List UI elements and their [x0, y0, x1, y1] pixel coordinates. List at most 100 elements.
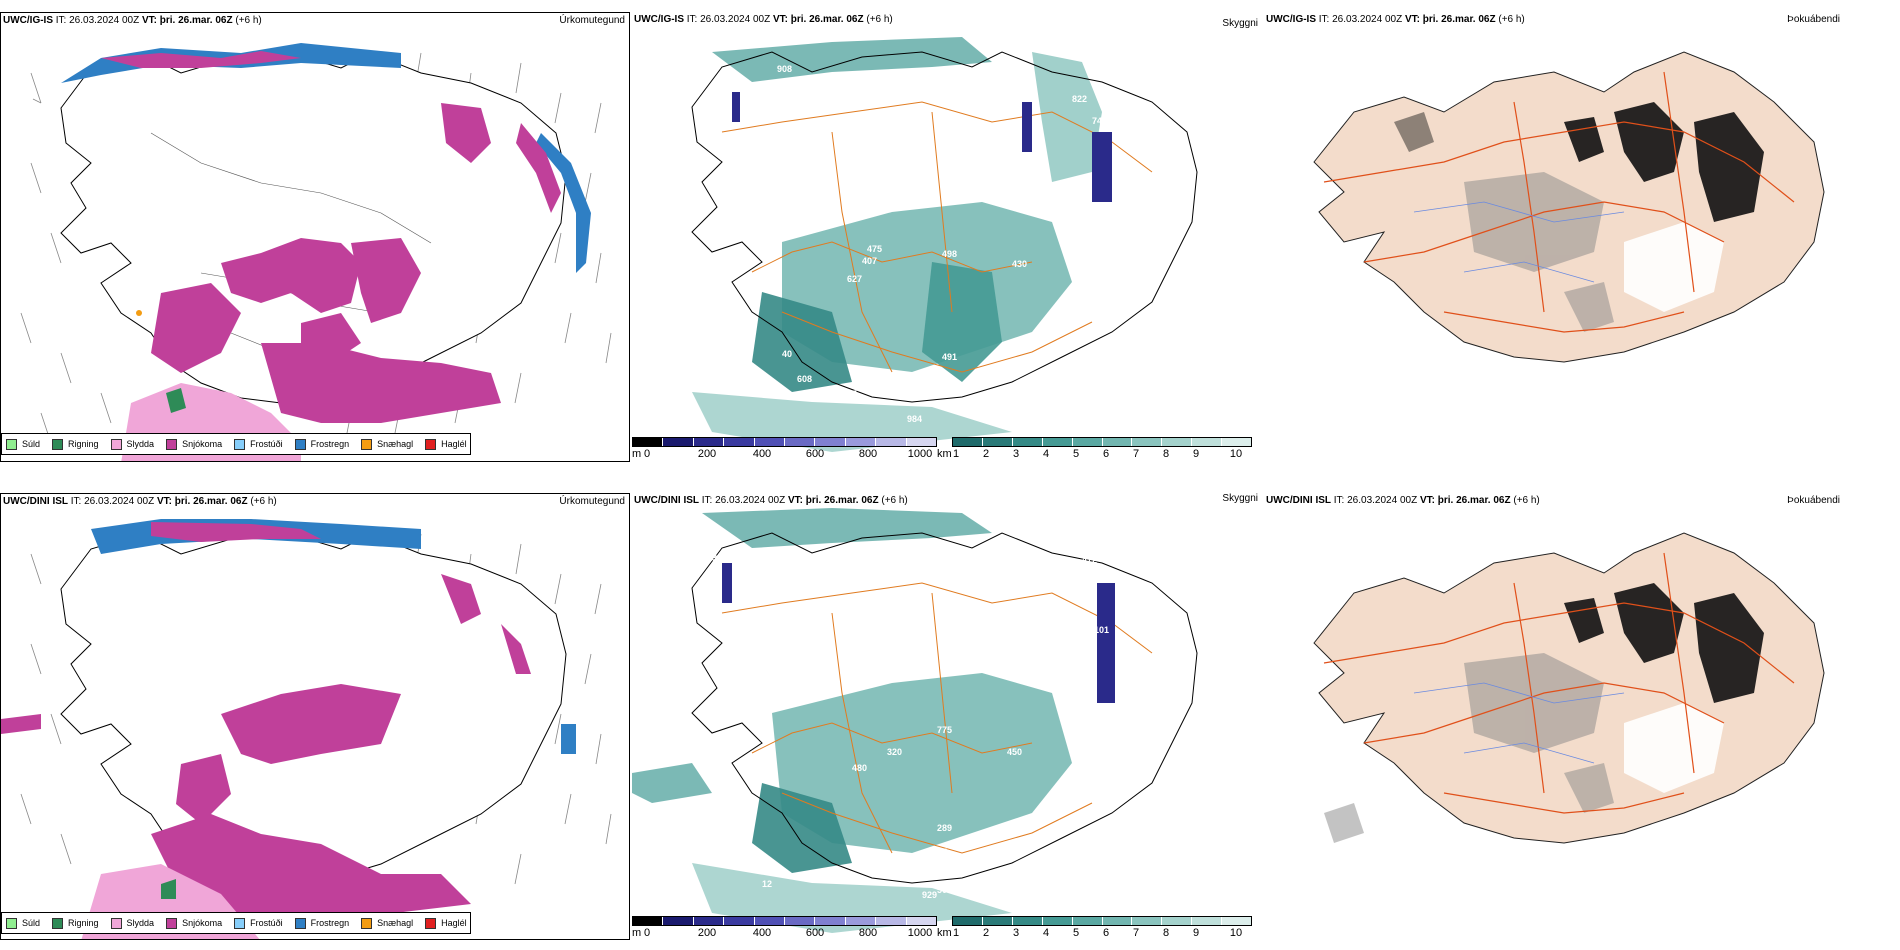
- height-colorbar: [632, 916, 937, 926]
- svg-text:775: 775: [937, 725, 952, 735]
- legend-item: Frostúði: [234, 917, 283, 929]
- visibility-panel-row2: UWC/DINI ISL IT: 26.03.2024 00Z VT: þri.…: [632, 493, 1262, 940]
- panel-header: UWC/IG-IS IT: 26.03.2024 00Z VT: þri. 26…: [1266, 14, 1525, 25]
- height-ticks: 0 200 400 600 800 1000: [643, 448, 933, 460]
- svg-text:40: 40: [782, 349, 792, 359]
- panel-header: UWC/DINI ISL IT: 26.03.2024 00Z VT: þri.…: [1266, 495, 1540, 506]
- svg-text:139: 139: [707, 553, 722, 563]
- panel-title: Þokuábendi: [1787, 14, 1840, 25]
- svg-text:344: 344: [1122, 104, 1137, 114]
- swatch: [234, 917, 246, 929]
- fog-panel-row2: UWC/DINI ISL IT: 26.03.2024 00Z VT: þri.…: [1264, 493, 1900, 940]
- legend-item: Súld: [6, 438, 40, 450]
- legend-item: Slydda: [110, 438, 154, 450]
- legend-item: Frostregn: [294, 917, 349, 929]
- swatch: [166, 438, 178, 450]
- legend-item: Haglél: [425, 917, 467, 929]
- panel-title: Úrkomutegund: [559, 496, 625, 507]
- distance-colorbar: [952, 916, 1252, 926]
- svg-text:498: 498: [942, 249, 957, 259]
- precip-map: [20, 43, 612, 461]
- swatch: [425, 917, 437, 929]
- svg-text:285: 285: [1172, 657, 1187, 667]
- swatch: [361, 917, 373, 929]
- legend-item: Rigning: [52, 438, 99, 450]
- svg-text:627: 627: [847, 274, 862, 284]
- svg-text:715: 715: [1102, 104, 1117, 114]
- visibility-panel-row1: UWC/IG-IS IT: 26.03.2024 00Z VT: þri. 26…: [632, 12, 1262, 462]
- svg-text:500: 500: [927, 382, 942, 392]
- legend-item: Haglél: [425, 438, 467, 450]
- swatch: [294, 917, 306, 929]
- swatch: [361, 438, 373, 450]
- legend-item: Snæhagl: [361, 917, 413, 929]
- panel-title: Þokuábendi: [1787, 495, 1840, 506]
- panel-title: Úrkomutegund: [559, 15, 625, 26]
- height-ticks: 0 200 400 600 800 1000: [643, 927, 933, 939]
- svg-text:908: 908: [777, 64, 792, 74]
- svg-text:407: 407: [862, 256, 877, 266]
- svg-text:430: 430: [1012, 259, 1027, 269]
- height-unit: m: [632, 927, 642, 939]
- panel-header: UWC/IG-IS IT: 26.03.2024 00Z VT: þri. 26…: [3, 15, 262, 26]
- swatch: [6, 917, 17, 929]
- svg-text:472: 472: [1082, 555, 1097, 565]
- svg-text:450: 450: [1007, 747, 1022, 757]
- svg-text:984: 984: [907, 414, 922, 424]
- panel-header: UWC/IG-IS IT: 26.03.2024 00Z VT: þri. 26…: [634, 14, 893, 25]
- swatch: [52, 917, 64, 929]
- swatch: [110, 917, 122, 929]
- distance-unit: km: [937, 448, 952, 460]
- precip-panel-row2: UWC/DINI ISL IT: 26.03.2024 00Z VT: þri.…: [0, 493, 630, 940]
- swatch: [294, 438, 306, 450]
- distance-colorbar: [952, 437, 1252, 447]
- swatch: [166, 917, 178, 929]
- svg-text:12: 12: [762, 879, 772, 889]
- precip-legend: Súld Rigning Slydda Snjókoma Frostúði Fr…: [1, 433, 471, 455]
- swatch: [52, 438, 64, 450]
- svg-text:564: 564: [1057, 797, 1072, 807]
- distance-unit: km: [937, 927, 952, 939]
- legend-item: Slydda: [110, 917, 154, 929]
- legend-item: Frostregn: [294, 438, 349, 450]
- fog-map: [1313, 532, 1825, 844]
- legend-item: Súld: [6, 917, 40, 929]
- legend-item: Rigning: [52, 917, 99, 929]
- legend-item: Snjókoma: [166, 917, 222, 929]
- svg-text:480: 480: [852, 763, 867, 773]
- svg-text:740: 740: [1092, 116, 1107, 126]
- height-colorbar: [632, 437, 937, 447]
- swatch: [425, 438, 437, 450]
- height-unit: m: [632, 448, 642, 460]
- swatch: [6, 438, 17, 450]
- precip-map: [1, 519, 612, 939]
- svg-text:608: 608: [797, 374, 812, 384]
- svg-text:929: 929: [922, 890, 937, 900]
- svg-text:822: 822: [1072, 94, 1087, 104]
- svg-text:315: 315: [842, 389, 857, 399]
- distance-ticks: 1 2 3 4 5 6 7 8 9 10: [952, 927, 1243, 939]
- panel-title: Skyggni: [1222, 493, 1258, 504]
- swatch: [110, 438, 122, 450]
- precip-panel-row1: UWC/IG-IS IT: 26.03.2024 00Z VT: þri. 26…: [0, 12, 630, 462]
- visibility-map: 822 715 740 344 617 908 475 407 498 627 …: [691, 37, 1198, 452]
- svg-text:289: 289: [937, 823, 952, 833]
- svg-text:320: 320: [887, 747, 902, 757]
- legend-item: Snjókoma: [166, 438, 222, 450]
- visibility-map: 472 139 101 285 775 320 480 450 564 289 …: [632, 508, 1198, 933]
- svg-text:101: 101: [1094, 625, 1109, 635]
- svg-text:617: 617: [1177, 154, 1192, 164]
- legend-item: Snæhagl: [361, 438, 413, 450]
- svg-text:491: 491: [942, 352, 957, 362]
- distance-ticks: 1 2 3 4 5 6 7 8 9 10: [952, 448, 1243, 460]
- svg-text:475: 475: [867, 244, 882, 254]
- fog-panel-row1: UWC/IG-IS IT: 26.03.2024 00Z VT: þri. 26…: [1264, 12, 1900, 462]
- panel-header: UWC/DINI ISL IT: 26.03.2024 00Z VT: þri.…: [3, 496, 277, 507]
- legend-item: Frostúði: [234, 438, 283, 450]
- svg-text:500: 500: [937, 885, 952, 895]
- fog-map: [1313, 51, 1825, 363]
- swatch: [234, 438, 246, 450]
- svg-text:437: 437: [932, 847, 947, 857]
- panel-header: UWC/DINI ISL IT: 26.03.2024 00Z VT: þri.…: [634, 495, 908, 506]
- panel-title: Skyggni: [1222, 18, 1258, 29]
